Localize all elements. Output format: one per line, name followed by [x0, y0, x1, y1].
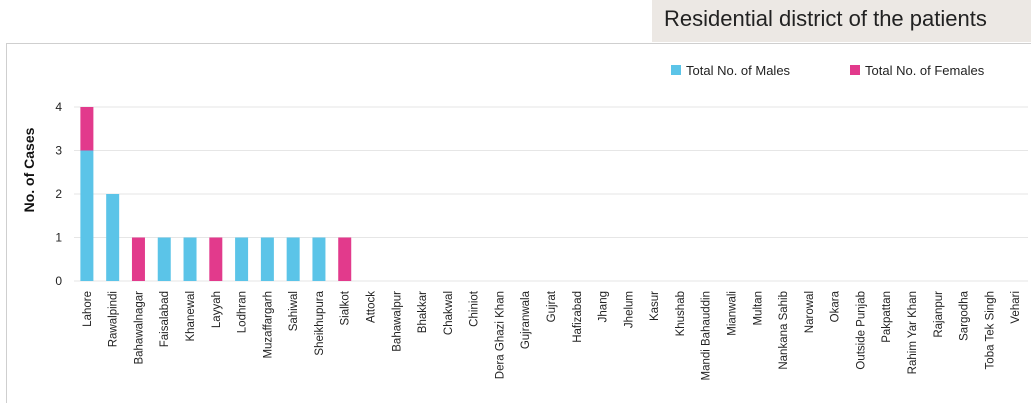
x-tick-label: Sargodha: [959, 290, 971, 340]
x-tick-label: Bahawalnagar: [133, 291, 145, 365]
x-tick-label: Chakwal: [443, 291, 455, 335]
gridlines: [74, 106, 1028, 282]
x-axis-ticks: Lahore Rawalpindi Bahawalnagar Faisalabad Kh…: [82, 290, 1022, 380]
legend-label: Total No. of Females: [865, 63, 985, 78]
chart-title-banner: [652, 0, 1031, 42]
bars: [80, 107, 352, 281]
x-tick-label: Attock: [366, 291, 378, 323]
bar-females-5: [209, 237, 223, 281]
x-tick-label: Khushab: [675, 291, 687, 336]
x-tick-label: Pakpattan: [881, 291, 893, 343]
x-tick-label: Sahiwal: [288, 291, 300, 331]
y-axis-label: No. of Cases: [21, 127, 37, 212]
x-tick-label: Lodhran: [237, 291, 249, 333]
y-tick-label: 0: [55, 274, 62, 288]
bar-males-4: [183, 237, 197, 281]
x-tick-label: Faisalabad: [159, 291, 171, 347]
y-tick-label: 4: [55, 100, 62, 114]
bar-males-3: [157, 237, 171, 281]
x-tick-label: Jhang: [598, 291, 610, 322]
bar-males-1: [106, 194, 120, 281]
bar-males-8: [286, 237, 300, 281]
bar-females-0: [80, 107, 94, 151]
x-tick-label: Rahim Yar Khan: [907, 291, 919, 374]
y-tick-label: 3: [55, 144, 62, 158]
bar-males-0: [80, 150, 94, 281]
bar-females-2: [131, 237, 145, 281]
x-tick-label: Hafizabad: [572, 291, 584, 343]
x-tick-label: Sheikhupura: [314, 290, 326, 355]
x-tick-label: Bahawalpur: [391, 291, 403, 352]
x-tick-label: Kasur: [649, 291, 661, 321]
x-tick-label: Gujrat: [546, 290, 558, 322]
x-tick-label: Sialkot: [340, 290, 352, 325]
y-tick-label: 1: [55, 231, 62, 245]
x-tick-label: Mianwali: [726, 291, 738, 336]
bar-females-10: [338, 237, 352, 281]
legend-swatch-1: [850, 65, 860, 75]
x-tick-label: Lahore: [82, 291, 94, 327]
y-axis-ticks: 0 1 2 3 4: [55, 100, 62, 288]
legend-swatch-0: [671, 65, 681, 75]
x-tick-label: Toba Tek Singh: [984, 291, 996, 369]
x-tick-label: Jhelum: [623, 291, 635, 328]
bar-males-6: [235, 237, 249, 281]
x-tick-label: Khanewal: [185, 291, 197, 342]
x-tick-label: Bhakkar: [417, 291, 429, 333]
x-tick-label: Muzaffargarh: [262, 291, 274, 359]
legend: Total No. of Males Total No. of Females: [671, 63, 985, 78]
bar-males-7: [260, 237, 274, 281]
x-tick-label: Rawalpindi: [108, 291, 120, 347]
chart-title: Residential district of the patients: [664, 6, 987, 31]
x-tick-label: Outside Punjab: [855, 291, 867, 370]
x-tick-label: Dera Ghazi Khan: [494, 291, 506, 379]
bar-males-9: [312, 237, 326, 281]
x-tick-label: Vehari: [1010, 291, 1022, 324]
chart-frame: [6, 43, 1031, 403]
x-tick-label: Multan: [752, 291, 764, 326]
x-tick-label: Nankana Sahib: [778, 291, 790, 370]
x-tick-label: Narowal: [804, 291, 816, 333]
x-tick-label: Rajanpur: [933, 291, 945, 338]
x-tick-label: Layyah: [211, 291, 223, 328]
x-tick-label: Okara: [830, 290, 842, 322]
legend-label: Total No. of Males: [686, 63, 791, 78]
y-tick-label: 2: [55, 187, 62, 201]
x-tick-label: Chiniot: [469, 290, 481, 327]
x-tick-label: Mandi Bahauddin: [701, 291, 713, 381]
x-tick-label: Gujranwala: [520, 290, 532, 349]
